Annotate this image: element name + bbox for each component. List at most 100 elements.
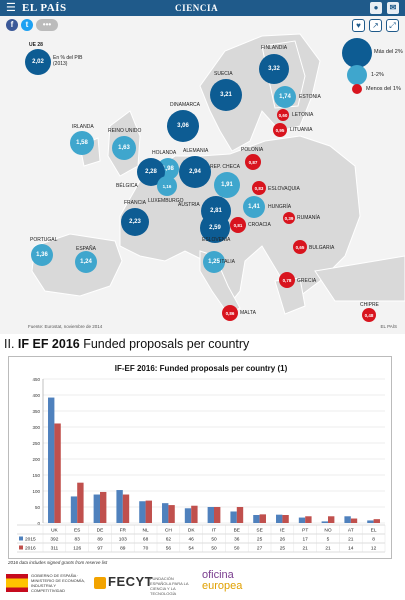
- country-bubble[interactable]: 0,65: [293, 240, 307, 254]
- map-actions: ♥ ↗ ⤢: [352, 19, 399, 32]
- country-label: LITUANIA: [290, 127, 313, 133]
- fecyt-mark-icon: [94, 576, 106, 589]
- country-label: PORTUGAL: [30, 237, 58, 243]
- country-bubble[interactable]: 0,39: [283, 212, 295, 224]
- bar-2016: [259, 514, 266, 523]
- share-buttons: f t •••: [6, 19, 58, 31]
- country-bubble[interactable]: 0,87: [245, 154, 261, 170]
- legend-label-2015: 2015: [25, 537, 36, 543]
- x-tick-label: NL: [143, 528, 149, 534]
- table-value: 21: [348, 537, 354, 543]
- brand-logo[interactable]: EL PAÍS: [22, 2, 67, 14]
- country-bubble[interactable]: 0,86: [222, 305, 238, 321]
- y-tick-label: 0: [37, 521, 40, 526]
- fecyt-logo: FECYT: [94, 574, 153, 589]
- ue-title: UE 28: [29, 42, 43, 48]
- country-bubble[interactable]: 1,63: [112, 136, 136, 160]
- country-value: 1,91: [221, 182, 233, 188]
- table-value: 50: [211, 537, 217, 543]
- country-bubble[interactable]: 2,23: [121, 208, 149, 236]
- table-value: 36: [234, 537, 240, 543]
- section-title[interactable]: CIENCIA: [175, 3, 219, 13]
- table-value: 50: [211, 546, 217, 552]
- table-value: 97: [97, 546, 103, 552]
- country-bubble[interactable]: 1,36: [31, 244, 53, 266]
- x-tick-label: EL: [371, 528, 377, 534]
- table-value: 12: [371, 546, 377, 552]
- facebook-icon[interactable]: f: [6, 19, 18, 31]
- country-bubble[interactable]: 1,58: [70, 131, 94, 155]
- country-value: 0,48: [364, 312, 374, 318]
- heart-icon[interactable]: ♥: [352, 19, 365, 32]
- bar-2015: [230, 511, 237, 523]
- bar-2016: [373, 519, 380, 523]
- legend-low-swatch: [352, 84, 362, 94]
- user-icon[interactable]: ●: [370, 2, 382, 14]
- research-spending-map: f t ••• ♥ ↗ ⤢ UE 28 2,02 En % del PIB (2…: [0, 16, 405, 334]
- x-tick-label: CH: [165, 528, 172, 534]
- bar-2015: [276, 514, 283, 523]
- country-label: ALEMANIA: [183, 148, 209, 154]
- country-bubble[interactable]: 3,21: [210, 79, 242, 111]
- country-bubble[interactable]: 0,78: [279, 272, 295, 288]
- country-bubble[interactable]: 1,74: [274, 86, 296, 108]
- bar-2016: [54, 423, 61, 523]
- country-label: DINAMARCA: [170, 102, 201, 108]
- table-value: 56: [166, 546, 172, 552]
- country-bubble[interactable]: 1,41: [243, 196, 265, 218]
- table-value: 25: [257, 537, 263, 543]
- country-label: REINO UNIDO: [108, 128, 142, 134]
- country-value: 0,86: [225, 310, 235, 316]
- country-bubble[interactable]: 0,48: [362, 308, 376, 322]
- country-value: 1,98: [162, 166, 174, 172]
- bar-2016: [100, 491, 107, 523]
- country-bubble[interactable]: 0,60: [277, 109, 289, 121]
- country-label: POLONIA: [241, 147, 264, 153]
- chart-title: IF-EF 2016: Funded proposals per country…: [115, 364, 288, 373]
- country-label: RUMANÍA: [297, 215, 321, 221]
- table-value: 89: [120, 546, 126, 552]
- y-tick-label: 250: [32, 441, 40, 446]
- bar-2016: [191, 505, 198, 523]
- country-bubble[interactable]: 3,06: [167, 110, 199, 142]
- y-tick-label: 200: [32, 457, 40, 462]
- country-value: 0,78: [282, 277, 292, 283]
- envelope-icon[interactable]: ✉: [387, 2, 399, 14]
- country-label: ESLOVAQUIA: [268, 186, 300, 192]
- menu-icon[interactable]: ☰: [6, 2, 16, 14]
- country-label: FINLANDIA: [261, 45, 288, 51]
- more-share-icon[interactable]: •••: [36, 19, 58, 31]
- expand-icon[interactable]: ⤢: [386, 19, 399, 32]
- section-heading: II. IF EF 2016 Funded proposals per coun…: [4, 337, 334, 351]
- country-value: 1,16: [162, 183, 172, 189]
- country-bubble[interactable]: 0,81: [230, 217, 246, 233]
- legend-swatch-2015: [19, 536, 23, 541]
- country-value: 3,32: [268, 66, 280, 72]
- share-icon[interactable]: ↗: [369, 19, 382, 32]
- country-bubble[interactable]: 1,24: [75, 251, 97, 273]
- country-bubble[interactable]: 1,91: [214, 172, 240, 198]
- country-bubble[interactable]: 3,32: [259, 54, 289, 84]
- bar-2015: [139, 501, 146, 523]
- country-value: 1,74: [279, 94, 291, 100]
- chart-svg: IF-EF 2016: Funded proposals per country…: [17, 364, 386, 553]
- footer-logos: GOBIERNO DE ESPAÑA · MINISTERIO DE ECONO…: [0, 566, 405, 600]
- country-value: 2,28: [145, 169, 157, 175]
- country-bubble[interactable]: 1,25: [203, 251, 225, 273]
- country-bubble[interactable]: 1,16: [157, 176, 177, 196]
- country-bubble[interactable]: 2,59: [200, 213, 230, 243]
- legend-label-2016: 2016: [25, 546, 36, 552]
- country-bubble[interactable]: 0,83: [252, 181, 266, 195]
- y-tick-label: 50: [35, 505, 41, 510]
- legend-high-swatch: [342, 38, 372, 68]
- bar-2015: [70, 496, 78, 523]
- x-tick-label: SE: [256, 528, 262, 534]
- twitter-icon[interactable]: t: [21, 19, 33, 31]
- country-bubble[interactable]: 2,94: [179, 156, 211, 188]
- country-bubble[interactable]: 0,95: [273, 123, 287, 137]
- table-value: 5: [327, 537, 330, 543]
- bar-2016: [214, 507, 221, 523]
- legend-mid-swatch: [347, 65, 367, 85]
- country-value: 1,58: [76, 140, 88, 146]
- table-value: 392: [50, 537, 58, 543]
